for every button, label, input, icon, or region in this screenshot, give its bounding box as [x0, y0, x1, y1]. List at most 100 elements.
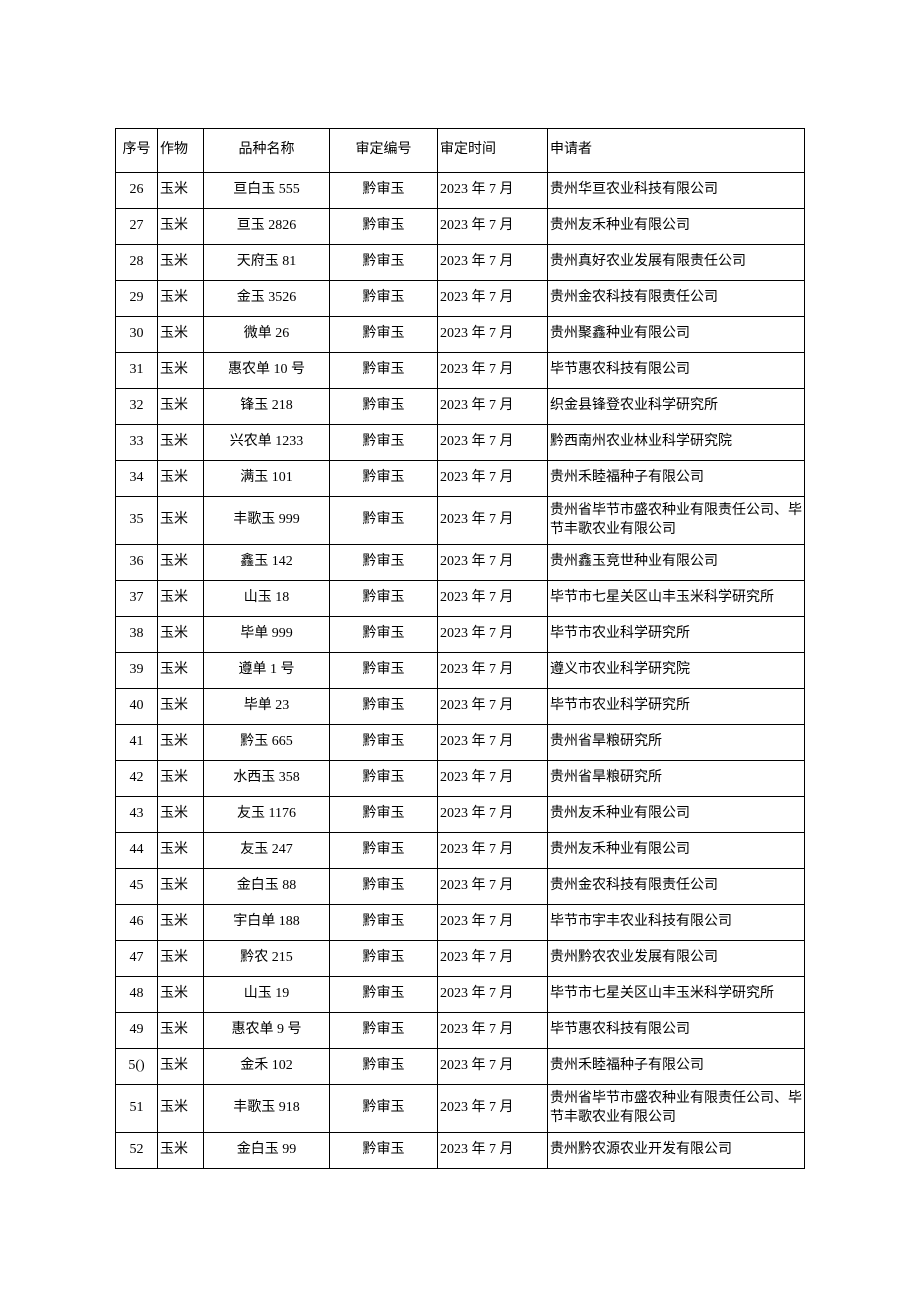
cell-crop: 玉米 — [158, 833, 204, 869]
cell-name: 水西玉 358 — [204, 761, 330, 797]
cell-seq: 46 — [116, 905, 158, 941]
cell-date: 2023 年 7 月 — [438, 545, 548, 581]
cell-crop: 玉米 — [158, 1049, 204, 1085]
cell-date: 2023 年 7 月 — [438, 761, 548, 797]
cell-crop: 玉米 — [158, 497, 204, 545]
cell-applicant: 毕节惠农科技有限公司 — [548, 353, 805, 389]
cell-code: 黔审玉 — [330, 281, 438, 317]
cell-crop: 玉米 — [158, 869, 204, 905]
cell-date: 2023 年 7 月 — [438, 617, 548, 653]
cell-date: 2023 年 7 月 — [438, 317, 548, 353]
cell-seq: 28 — [116, 245, 158, 281]
cell-date: 2023 年 7 月 — [438, 281, 548, 317]
cell-seq: 45 — [116, 869, 158, 905]
cell-name: 毕单 999 — [204, 617, 330, 653]
cell-date: 2023 年 7 月 — [438, 497, 548, 545]
header-date: 审定时间 — [438, 129, 548, 173]
cell-applicant: 黔西南州农业林业科学研究院 — [548, 425, 805, 461]
cell-applicant: 毕节市宇丰农业科技有限公司 — [548, 905, 805, 941]
cell-name: 丰歌玉 999 — [204, 497, 330, 545]
cell-name: 锋玉 218 — [204, 389, 330, 425]
cell-crop: 玉米 — [158, 425, 204, 461]
table-row: 37玉米山玉 18黔审玉2023 年 7 月毕节市七星关区山丰玉米科学研究所 — [116, 581, 805, 617]
cell-name: 山玉 19 — [204, 977, 330, 1013]
cell-applicant: 毕节惠农科技有限公司 — [548, 1013, 805, 1049]
cell-applicant: 贵州鑫玉竞世种业有限公司 — [548, 545, 805, 581]
cell-date: 2023 年 7 月 — [438, 209, 548, 245]
cell-crop: 玉米 — [158, 977, 204, 1013]
table-row: 40玉米毕单 23黔审玉2023 年 7 月毕节市农业科学研究所 — [116, 689, 805, 725]
table-row: 49玉米惠农单 9 号黔审玉2023 年 7 月毕节惠农科技有限公司 — [116, 1013, 805, 1049]
table-body: 26玉米亘白玉 555黔审玉2023 年 7 月贵州华亘农业科技有限公司27玉米… — [116, 173, 805, 1169]
table-header-row: 序号 作物 品种名称 审定编号 审定时间 申请者 — [116, 129, 805, 173]
cell-applicant: 贵州友禾种业有限公司 — [548, 209, 805, 245]
cell-applicant: 贵州禾睦福种子有限公司 — [548, 1049, 805, 1085]
cell-date: 2023 年 7 月 — [438, 653, 548, 689]
cell-applicant: 贵州金农科技有限责任公司 — [548, 281, 805, 317]
cell-code: 黔审玉 — [330, 1085, 438, 1133]
cell-crop: 玉米 — [158, 725, 204, 761]
cell-crop: 玉米 — [158, 173, 204, 209]
cell-applicant: 毕节市农业科学研究所 — [548, 689, 805, 725]
cell-seq: 34 — [116, 461, 158, 497]
cell-applicant: 贵州真好农业发展有限责任公司 — [548, 245, 805, 281]
cell-applicant: 贵州金农科技有限责任公司 — [548, 869, 805, 905]
cell-date: 2023 年 7 月 — [438, 977, 548, 1013]
cell-code: 黔审玉 — [330, 617, 438, 653]
cell-date: 2023 年 7 月 — [438, 245, 548, 281]
cell-date: 2023 年 7 月 — [438, 581, 548, 617]
table-row: 33玉米兴农单 1233黔审玉2023 年 7 月黔西南州农业林业科学研究院 — [116, 425, 805, 461]
cell-applicant: 贵州省旱粮研究所 — [548, 761, 805, 797]
cell-name: 金白玉 88 — [204, 869, 330, 905]
cell-crop: 玉米 — [158, 905, 204, 941]
table-row: 38玉米毕单 999黔审玉2023 年 7 月毕节市农业科学研究所 — [116, 617, 805, 653]
cell-name: 惠农单 10 号 — [204, 353, 330, 389]
cell-date: 2023 年 7 月 — [438, 941, 548, 977]
cell-date: 2023 年 7 月 — [438, 869, 548, 905]
cell-applicant: 贵州友禾种业有限公司 — [548, 833, 805, 869]
cell-seq: 26 — [116, 173, 158, 209]
cell-date: 2023 年 7 月 — [438, 689, 548, 725]
cell-date: 2023 年 7 月 — [438, 461, 548, 497]
cell-date: 2023 年 7 月 — [438, 1085, 548, 1133]
table-row: 5()玉米金禾 102黔审玉2023 年 7 月贵州禾睦福种子有限公司 — [116, 1049, 805, 1085]
cell-seq: 52 — [116, 1133, 158, 1169]
cell-crop: 玉米 — [158, 281, 204, 317]
cell-code: 黔审玉 — [330, 389, 438, 425]
cell-code: 黔审玉 — [330, 833, 438, 869]
cell-name: 金白玉 99 — [204, 1133, 330, 1169]
cell-date: 2023 年 7 月 — [438, 353, 548, 389]
header-seq: 序号 — [116, 129, 158, 173]
cell-crop: 玉米 — [158, 797, 204, 833]
cell-name: 兴农单 1233 — [204, 425, 330, 461]
cell-seq: 29 — [116, 281, 158, 317]
table-row: 47玉米黔农 215黔审玉2023 年 7 月贵州黔农农业发展有限公司 — [116, 941, 805, 977]
cell-name: 黔玉 665 — [204, 725, 330, 761]
cell-seq: 43 — [116, 797, 158, 833]
cell-seq: 40 — [116, 689, 158, 725]
cell-name: 亘白玉 555 — [204, 173, 330, 209]
cell-name: 山玉 18 — [204, 581, 330, 617]
cell-applicant: 遵义市农业科学研究院 — [548, 653, 805, 689]
cell-crop: 玉米 — [158, 1013, 204, 1049]
table-row: 34玉米满玉 101黔审玉2023 年 7 月贵州禾睦福种子有限公司 — [116, 461, 805, 497]
table-row: 36玉米鑫玉 142黔审玉2023 年 7 月贵州鑫玉竞世种业有限公司 — [116, 545, 805, 581]
variety-table: 序号 作物 品种名称 审定编号 审定时间 申请者 26玉米亘白玉 555黔审玉2… — [115, 128, 805, 1169]
cell-date: 2023 年 7 月 — [438, 1013, 548, 1049]
header-crop: 作物 — [158, 129, 204, 173]
cell-crop: 玉米 — [158, 545, 204, 581]
cell-code: 黔审玉 — [330, 209, 438, 245]
cell-code: 黔审玉 — [330, 581, 438, 617]
cell-seq: 42 — [116, 761, 158, 797]
cell-date: 2023 年 7 月 — [438, 1049, 548, 1085]
cell-code: 黔审玉 — [330, 173, 438, 209]
cell-code: 黔审玉 — [330, 1133, 438, 1169]
cell-name: 黔农 215 — [204, 941, 330, 977]
cell-seq: 39 — [116, 653, 158, 689]
cell-seq: 30 — [116, 317, 158, 353]
cell-date: 2023 年 7 月 — [438, 905, 548, 941]
cell-name: 惠农单 9 号 — [204, 1013, 330, 1049]
cell-seq: 41 — [116, 725, 158, 761]
cell-seq: 48 — [116, 977, 158, 1013]
cell-seq: 51 — [116, 1085, 158, 1133]
